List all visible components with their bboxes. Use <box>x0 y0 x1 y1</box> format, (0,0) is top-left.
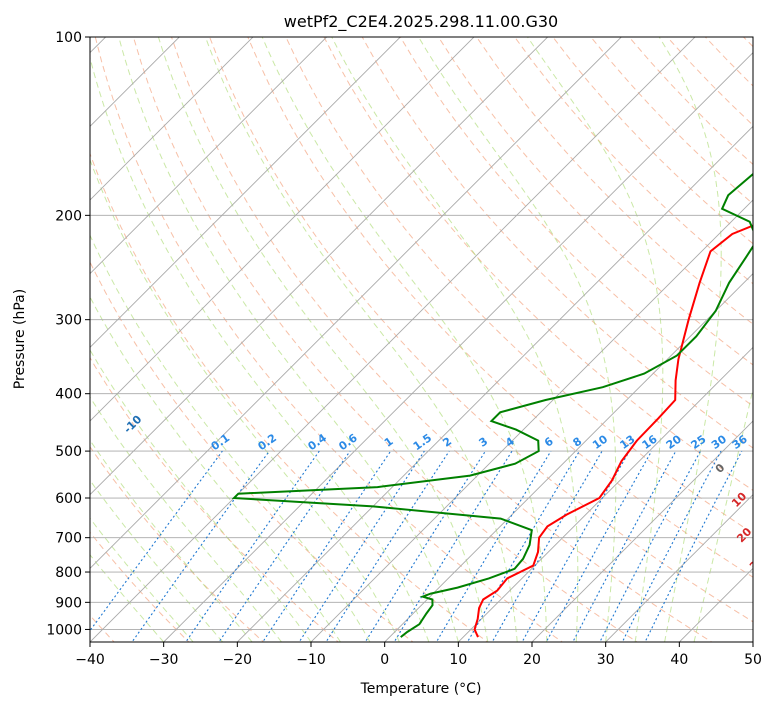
x-tick-label: −40 <box>75 652 105 668</box>
dry-adiabat-line <box>437 37 753 366</box>
y-tick-label: 900 <box>55 595 82 611</box>
profile-lines <box>231 172 753 638</box>
isotherm-line <box>90 37 328 275</box>
plot-frame <box>89 36 754 643</box>
chart-title: wetPf2_C2E4.2025.298.11.00.G30 <box>284 12 558 32</box>
dry-adiabat-line <box>361 37 753 449</box>
dry-adiabat-line <box>90 260 414 642</box>
isotherm-line <box>531 420 753 642</box>
dry-adiabat-line <box>247 37 753 578</box>
moist-adiabat-line <box>90 554 165 642</box>
temperature-profile <box>473 224 753 638</box>
x-tick-label: 10 <box>449 652 467 668</box>
moist-adiabat-line <box>418 37 617 642</box>
x-axis-label: Temperature (°C) <box>360 681 482 697</box>
y-tick-label: 500 <box>55 444 82 460</box>
dry-adiabat-line <box>171 37 713 642</box>
isotherm-line <box>90 37 696 642</box>
isotherm-line <box>457 346 753 642</box>
y-axis-label: Pressure (hPa) <box>12 289 28 389</box>
mixing-ratio-line <box>90 450 223 632</box>
mixing-ratio-line <box>599 450 701 642</box>
moist-adiabat-label: 30 <box>747 553 767 573</box>
axes: −40 −30 −20 −10 0 10 20 30 40 50 100 200 300 400 500 60… <box>46 30 762 668</box>
y-tick-label: 700 <box>55 531 82 547</box>
mixing-ratio-line <box>393 450 513 642</box>
isotherm-line <box>163 52 753 642</box>
mixing-ratio-line <box>325 450 450 642</box>
mixing-ratio-line <box>298 450 425 642</box>
mixing-ratio-line <box>491 450 603 642</box>
mixing-ratio-line <box>521 450 630 642</box>
moist-adiabat-line <box>157 37 489 642</box>
y-tick-label: 1000 <box>46 622 82 638</box>
dry-adiabat-line <box>399 37 753 407</box>
moist-adiabat-line <box>90 158 400 642</box>
moist-adiabat-line <box>204 37 518 642</box>
moist-adiabat-line <box>90 234 371 642</box>
isotherm-line <box>310 199 753 642</box>
dry-adiabat-line <box>514 37 753 285</box>
mixing-ratio-line <box>644 450 743 642</box>
mixing-ratio-line <box>262 450 392 642</box>
y-tick-label: 600 <box>55 491 82 507</box>
moist-adiabat-line <box>527 37 664 642</box>
isotherm-line <box>90 37 401 348</box>
x-tick-label: 40 <box>670 652 688 668</box>
isotherm-line <box>236 125 753 642</box>
y-tick-label: 400 <box>55 387 82 403</box>
moist-adiabat-line <box>658 37 722 642</box>
moist-adiabat-line <box>90 349 312 642</box>
moist-adiabat-line <box>90 296 341 642</box>
isotherm-line <box>605 494 753 642</box>
mixing-ratio-line <box>621 450 722 642</box>
isotherm-line <box>90 37 549 496</box>
isotherm-line <box>384 273 753 642</box>
mixing-ratio-line <box>466 450 580 642</box>
dewpoint-profile <box>231 172 753 638</box>
dry-adiabat-line <box>476 37 753 325</box>
moist-adiabat-line <box>90 55 430 642</box>
isotherm-line <box>90 37 622 569</box>
mixing-ratio-line <box>364 450 486 642</box>
x-tick-label: −30 <box>149 652 179 668</box>
y-tick-label: 200 <box>55 208 82 224</box>
mixing-ratio-line <box>218 450 351 642</box>
y-tick-label: 800 <box>55 565 82 581</box>
mixing-ratio-line <box>435 450 552 642</box>
moist-adiabat-line <box>90 479 223 642</box>
isotherm-line <box>90 37 475 422</box>
dry-adiabat-line <box>285 37 753 535</box>
x-tick-label: 30 <box>597 652 615 668</box>
x-tick-label: 0 <box>380 652 389 668</box>
x-tick-label: −20 <box>223 652 253 668</box>
dry-adiabat-line <box>90 152 489 642</box>
moist-adiabat-line <box>693 386 753 642</box>
isotherm-line <box>90 37 254 201</box>
mixing-ratio-line <box>185 450 320 642</box>
y-tick-label: 300 <box>55 313 82 329</box>
dry-adiabat-line <box>323 37 753 491</box>
moist-adiabat-line <box>331 37 579 642</box>
x-tick-label: −10 <box>296 652 326 668</box>
y-tick-label: 100 <box>55 30 82 46</box>
moist-adiabat-label: 20 <box>734 525 754 545</box>
x-tick-label: 50 <box>744 652 762 668</box>
x-tick-label: 20 <box>523 652 541 668</box>
